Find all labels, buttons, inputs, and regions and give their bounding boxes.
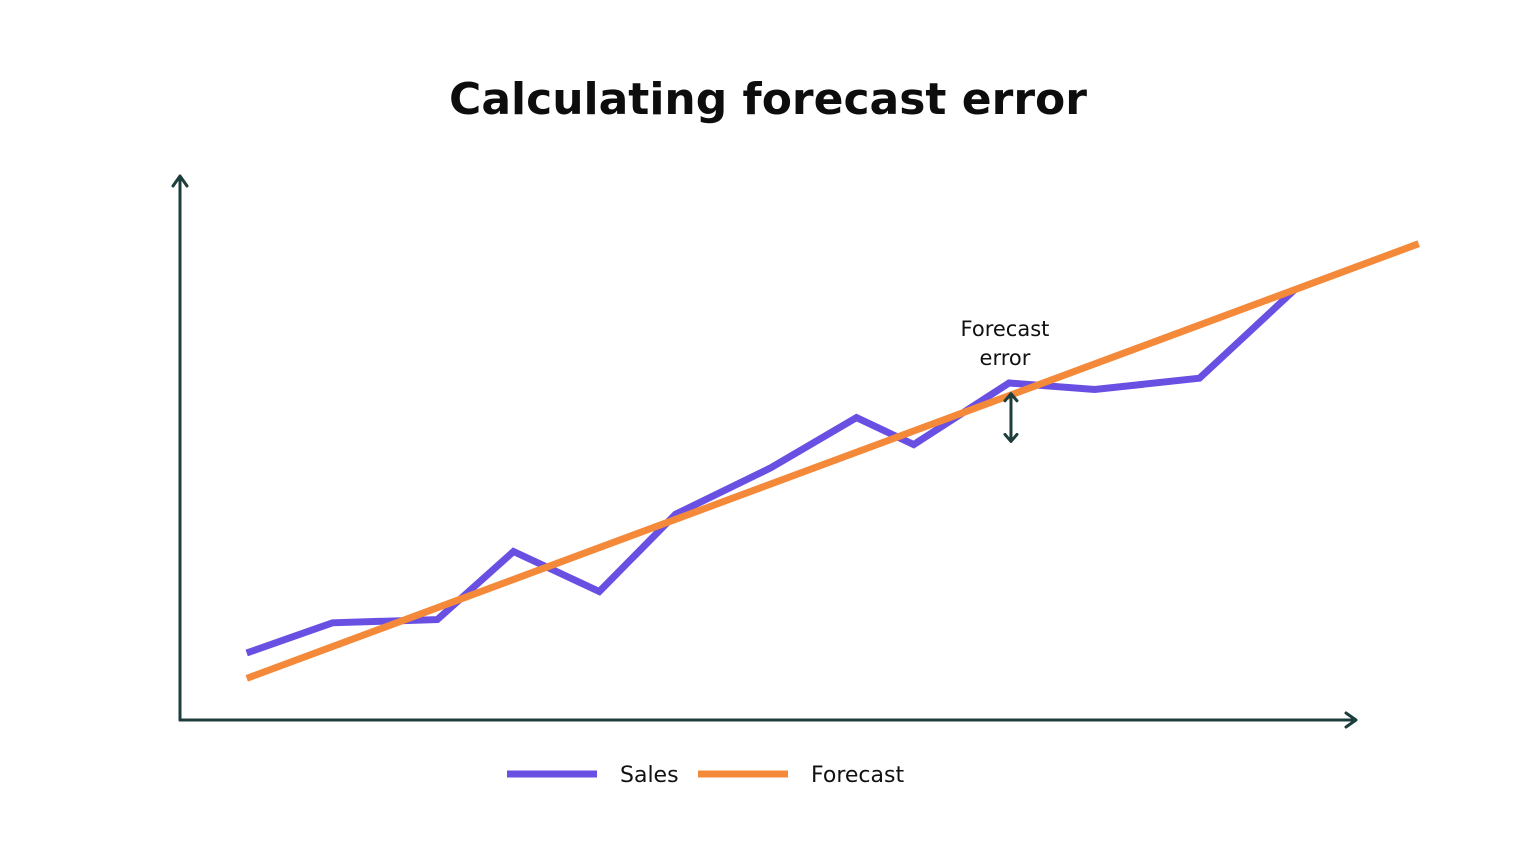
series-line-sales [245, 287, 1298, 657]
legend: Sales Forecast [507, 763, 904, 788]
annotation-label-line1: Forecast [961, 317, 1050, 341]
forecast-error-arrowhead-down [1003, 432, 1019, 443]
forecast-error-arrowhead-up [1003, 392, 1019, 403]
y-axis-arrowhead [171, 174, 189, 188]
chart-title: Calculating forecast error [449, 74, 1087, 125]
annotation-layer: Forecast error [961, 317, 1050, 443]
legend-label-sales: Sales [620, 763, 679, 788]
series-line-forecast [245, 240, 1420, 682]
series-layer [245, 240, 1420, 682]
x-axis-arrowhead [1344, 711, 1358, 729]
legend-label-forecast: Forecast [811, 763, 904, 788]
axes [171, 174, 1358, 729]
annotation-label-line2: error [980, 346, 1031, 370]
